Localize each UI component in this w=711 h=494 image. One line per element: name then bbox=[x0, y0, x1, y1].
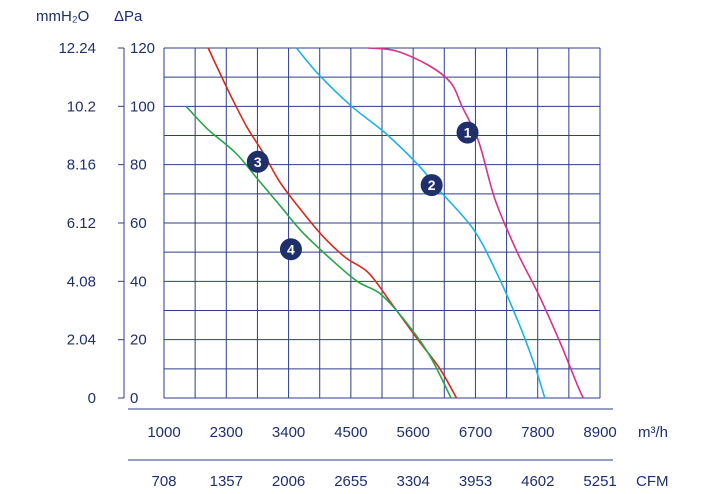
badge-label: 2 bbox=[428, 177, 436, 193]
y-tick-label-mmh2o: 12.24 bbox=[58, 40, 96, 57]
badge-1: 1 bbox=[456, 121, 479, 144]
x-tick-label-cfm: 4602 bbox=[521, 473, 554, 490]
x-tick-label-m3h: 2300 bbox=[210, 424, 243, 441]
y-tick-label-pa: 120 bbox=[130, 40, 155, 57]
badge-4: 4 bbox=[279, 238, 302, 261]
y-tick-label-mmh2o: 10.2 bbox=[67, 98, 96, 115]
badge-label: 1 bbox=[464, 125, 472, 141]
chart-labels: 0 0 20 2.04 40 4.08 60 6.12 80 8.16 100 10.2 120 12.2… bbox=[36, 8, 669, 490]
x-tick-label-m3h: 5600 bbox=[397, 424, 430, 441]
badge-circle bbox=[456, 121, 479, 144]
y-tick-label-pa: 40 bbox=[130, 273, 147, 290]
y-tick-label-mmh2o: 4.08 bbox=[67, 273, 96, 290]
y-tick-label-mmh2o: 8.16 bbox=[67, 157, 96, 174]
y-tick-label-mmh2o: 2.04 bbox=[67, 332, 96, 349]
y-tick-label-pa: 60 bbox=[130, 215, 147, 232]
y-tick-label-pa: 0 bbox=[130, 390, 138, 407]
y-tick-label-pa: 100 bbox=[130, 98, 155, 115]
y-tick-label-mmh2o: 0 bbox=[88, 390, 96, 407]
x-tick-label-cfm: 5251 bbox=[583, 473, 616, 490]
badge-3: 3 bbox=[246, 150, 269, 173]
curve-badges: 1 2 3 4 bbox=[246, 121, 479, 261]
x-unit-label-secondary: CFM bbox=[636, 473, 669, 490]
x-tick-label-cfm: 1357 bbox=[210, 473, 243, 490]
curve-4 bbox=[185, 105, 452, 399]
x-tick-label-cfm: 3953 bbox=[459, 473, 492, 490]
x-tick-label-m3h: 8900 bbox=[583, 424, 616, 441]
x-tick-label-cfm: 708 bbox=[151, 473, 176, 490]
x-tick-label-m3h: 3400 bbox=[272, 424, 305, 441]
x-tick-label-cfm: 2655 bbox=[334, 473, 367, 490]
x-tick-label-m3h: 1000 bbox=[147, 424, 180, 441]
x-tick-label-m3h: 6700 bbox=[459, 424, 492, 441]
y-tick-label-mmh2o: 6.12 bbox=[67, 215, 96, 232]
x-tick-label-m3h: 7800 bbox=[521, 424, 554, 441]
badge-2: 2 bbox=[420, 174, 443, 197]
badge-label: 4 bbox=[287, 241, 295, 257]
badge-circle bbox=[279, 238, 302, 261]
y-tick-label-pa: 80 bbox=[130, 157, 147, 174]
x-tick-label-m3h: 4500 bbox=[334, 424, 367, 441]
x-tick-label-cfm: 3304 bbox=[397, 473, 430, 490]
badge-label: 3 bbox=[254, 154, 262, 170]
x-unit-label-primary: m³/h bbox=[638, 424, 668, 441]
curve-1 bbox=[368, 47, 585, 399]
left-unit-label: mmH₂O bbox=[36, 8, 89, 25]
badge-circle bbox=[420, 174, 443, 197]
x-tick-label-cfm: 2006 bbox=[272, 473, 305, 490]
badge-circle bbox=[246, 150, 269, 173]
y-tick-label-pa: 20 bbox=[130, 332, 147, 349]
chart-axes bbox=[118, 47, 613, 461]
right-unit-label: ΔPa bbox=[114, 8, 143, 25]
chart-grid bbox=[163, 47, 601, 399]
curve-3 bbox=[207, 47, 458, 399]
